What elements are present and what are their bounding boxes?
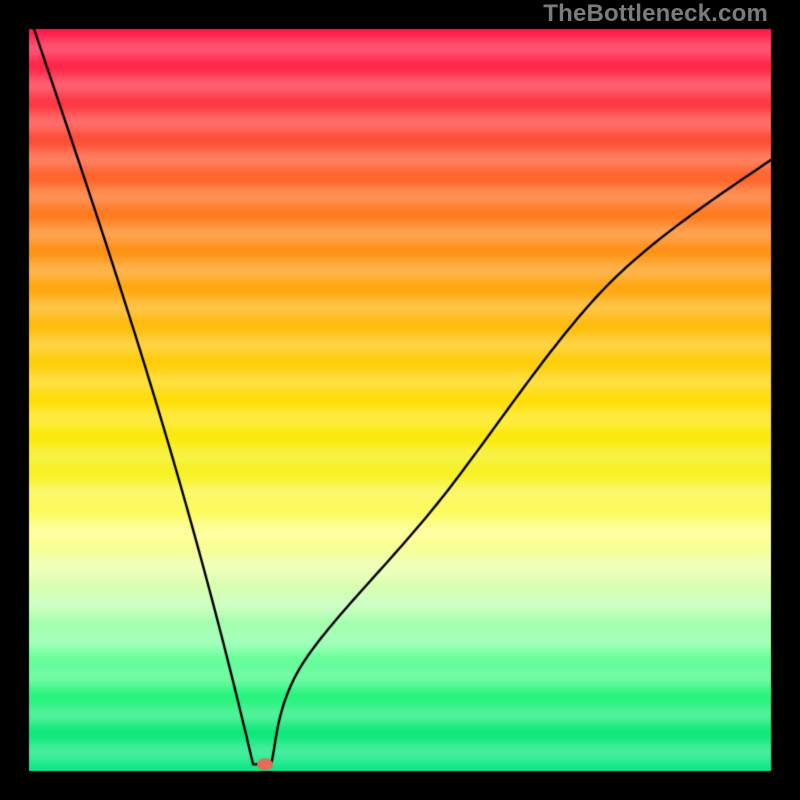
watermark-text: TheBottleneck.com xyxy=(543,0,768,28)
bottleneck-chart-canvas xyxy=(0,0,800,800)
chart-root: TheBottleneck.com xyxy=(0,0,800,800)
